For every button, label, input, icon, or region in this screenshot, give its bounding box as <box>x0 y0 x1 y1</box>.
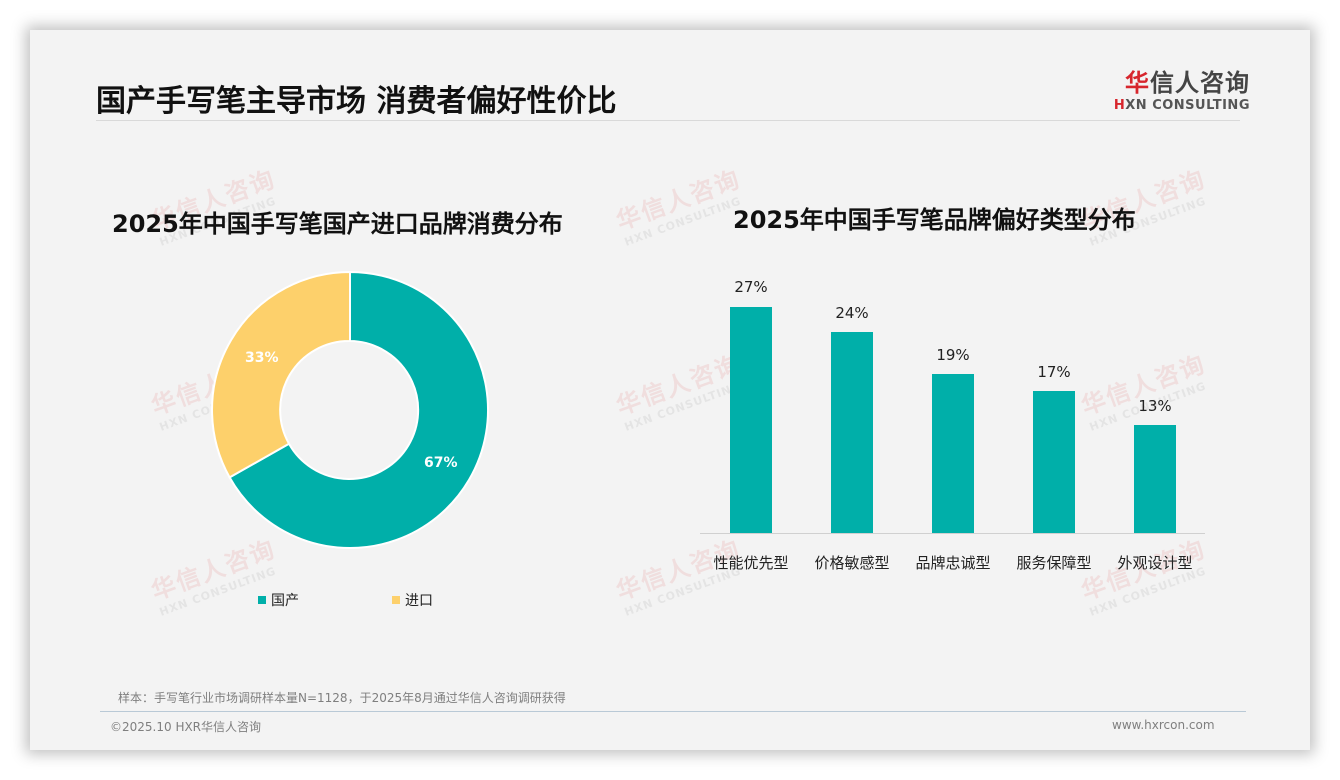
bar-service <box>1033 391 1075 533</box>
bar-category-label: 性能优先型 <box>713 554 789 572</box>
logo-en-rest: XN CONSULTING <box>1125 98 1250 113</box>
logo-en-first: H <box>1113 98 1126 113</box>
copyright: ©2025.10 HXR华信人咨询 <box>110 720 262 734</box>
donut-label-imported: 33% <box>245 350 279 366</box>
bar-value-label: 27% <box>734 278 768 296</box>
x-axis-line <box>700 533 1205 534</box>
donut-chart: 67% 33% <box>210 270 490 550</box>
bar-category-label: 品牌忠诚型 <box>915 554 991 572</box>
bar-value-label: 24% <box>835 304 869 322</box>
donut-slice-domestic <box>228 270 489 549</box>
legend-item-domestic: 国产 <box>258 590 299 610</box>
donut-slice-imported <box>211 270 351 479</box>
bar-value-label: 13% <box>1138 397 1172 415</box>
footer-divider <box>100 711 1246 712</box>
bar-category-label: 价格敏感型 <box>814 554 890 572</box>
bar-chart-title: 2025年中国手写笔品牌偏好类型分布 <box>733 206 1136 234</box>
legend-item-imported: 进口 <box>392 590 433 610</box>
legend-label-imported: 进口 <box>405 593 433 609</box>
bar-category-label: 服务保障型 <box>1016 554 1092 572</box>
title-divider <box>96 120 1240 121</box>
website-link[interactable]: www.hxrcon.com <box>1112 718 1215 732</box>
legend-swatch-yellow <box>392 596 400 604</box>
bar-performance <box>730 307 772 533</box>
slide: 华信人咨询 HXN CONSULTING 华信人咨询 HXN CONSULTING … <box>30 30 1310 750</box>
logo-cn-first: 华 <box>1125 69 1150 97</box>
legend-label-domestic: 国产 <box>271 593 299 609</box>
bar-category-label: 外观设计型 <box>1117 554 1193 572</box>
bar-value-label: 19% <box>936 346 970 364</box>
page-title: 国产手写笔主导市场 消费者偏好性价比 <box>96 84 617 119</box>
donut-svg <box>211 270 489 549</box>
logo-cn-rest: 信人咨询 <box>1150 69 1250 97</box>
donut-label-domestic: 67% <box>424 455 458 471</box>
bar-price <box>831 332 873 533</box>
legend-swatch-teal <box>258 596 266 604</box>
bar-brand-loyal <box>932 374 974 533</box>
bar-design <box>1134 425 1176 533</box>
sample-note: 样本：手写笔行业市场调研样本量N=1128，于2025年8月通过华信人咨询调研获… <box>118 691 566 705</box>
bar-value-label: 17% <box>1037 363 1071 381</box>
donut-chart-title: 2025年中国手写笔国产进口品牌消费分布 <box>112 210 563 238</box>
brand-logo: 华信人咨询 HXN CONSULTING <box>1110 63 1250 113</box>
